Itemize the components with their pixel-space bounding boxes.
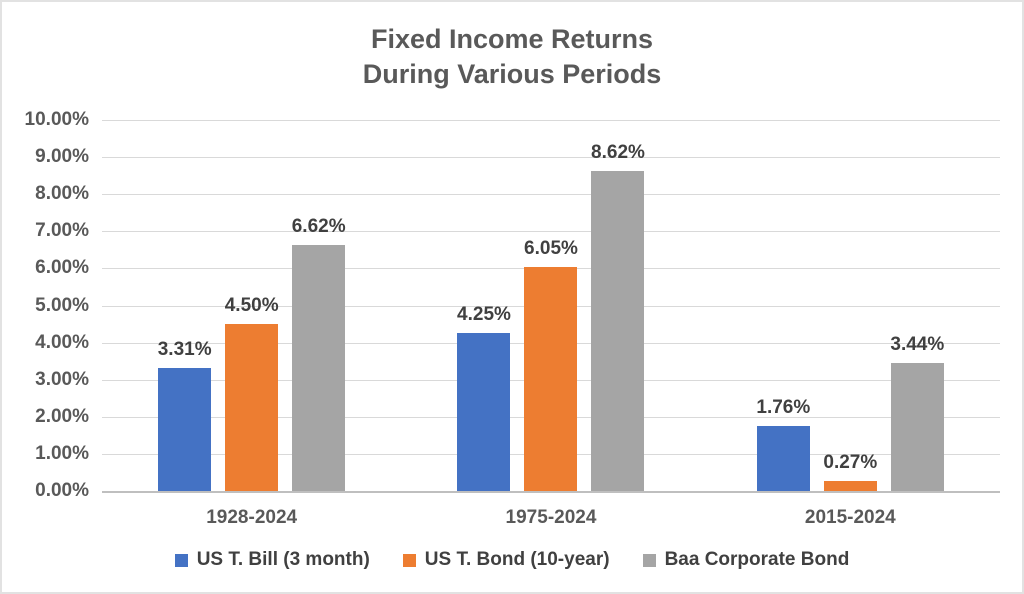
y-axis-tick-label: 8.00% [35, 183, 89, 205]
y-axis-tick-label: 10.00% [24, 109, 89, 130]
bar-data-label: 4.25% [457, 304, 511, 326]
bar-group: 3.31% 4.50% 6.62% [102, 120, 401, 491]
gridline [102, 491, 1000, 493]
bar-group: 1.76% 0.27% 3.44% [701, 120, 1000, 491]
bar-data-label: 6.62% [291, 216, 346, 238]
legend-item: US T. Bill (3 month) [174, 549, 370, 571]
y-axis-tick-label: 3.00% [35, 368, 89, 390]
bar-data-label: 6.05% [524, 237, 578, 259]
bar: 3.44% [890, 334, 944, 491]
y-axis-tick-label: 1.00% [35, 442, 89, 464]
bar-data-label: 0.27% [823, 451, 878, 473]
category-label: 2015-2024 [804, 507, 896, 528]
y-axis-tick-label: 9.00% [35, 146, 89, 168]
legend-label: US T. Bill (3 month) [196, 549, 370, 570]
legend-item: US T. Bond (10-year) [402, 549, 610, 571]
legend-item: Baa Corporate Bond [642, 549, 850, 571]
gridline [102, 120, 1000, 121]
legend-label: Baa Corporate Bond [664, 549, 850, 570]
bar: 4.25% [457, 304, 511, 491]
legend-swatch-icon [642, 553, 656, 567]
bar: 3.31% [158, 339, 212, 491]
legend-label: US T. Bond (10-year) [424, 549, 610, 570]
y-axis-tick-label: 6.00% [35, 257, 89, 279]
bar: 1.76% [756, 397, 810, 491]
y-axis-tick-label: 4.00% [35, 331, 89, 353]
chart-title-line2: During Various Periods [362, 59, 662, 89]
gridline [102, 157, 1000, 159]
bar-data-label: 4.50% [224, 295, 279, 317]
bar-data-label: 1.76% [756, 396, 811, 418]
legend: US T. Bill (3 month) US T. Bond (10-year)… [2, 549, 1022, 571]
bar: 8.62% [591, 142, 645, 491]
category-label: 1975-2024 [505, 507, 597, 528]
bar-data-label: 3.31% [157, 339, 212, 361]
category-label: 1928-2024 [206, 507, 298, 528]
chart-title-line1: Fixed Income Returns [370, 24, 654, 54]
bar: 6.05% [524, 238, 578, 491]
y-axis-tick-label: 5.00% [35, 294, 89, 316]
bar: 4.50% [225, 295, 279, 491]
bar-data-label: 8.62% [591, 142, 645, 164]
bar-groups: 3.31% 4.50% 6.62% 4.25% 6.05% 8.62% 1.76% 0.27%… [102, 120, 1000, 491]
plot-area: 10.00% 9.00% 8.00% 7.00% 6.00% 5.00% 4.00% 3.00… [25, 109, 1000, 501]
gridline [102, 194, 1000, 196]
gridline [102, 231, 1000, 233]
legend-swatch-icon [174, 553, 188, 567]
chart-title: Fixed Income Returns During Various Peri… [2, 22, 1022, 92]
bar: 0.27% [823, 452, 877, 491]
legend-swatch-icon [402, 553, 416, 567]
y-axis-tick-label: 2.00% [35, 405, 89, 427]
bar-data-label: 3.44% [890, 334, 945, 356]
y-axis-tick-label: 7.00% [35, 220, 89, 242]
y-axis-tick-label: 0.00% [35, 480, 89, 501]
x-axis: 1928-2024 1975-2024 2015-2024 [102, 507, 1000, 529]
bar: 6.62% [292, 216, 346, 491]
bar-group: 4.25% 6.05% 8.62% [401, 120, 700, 491]
